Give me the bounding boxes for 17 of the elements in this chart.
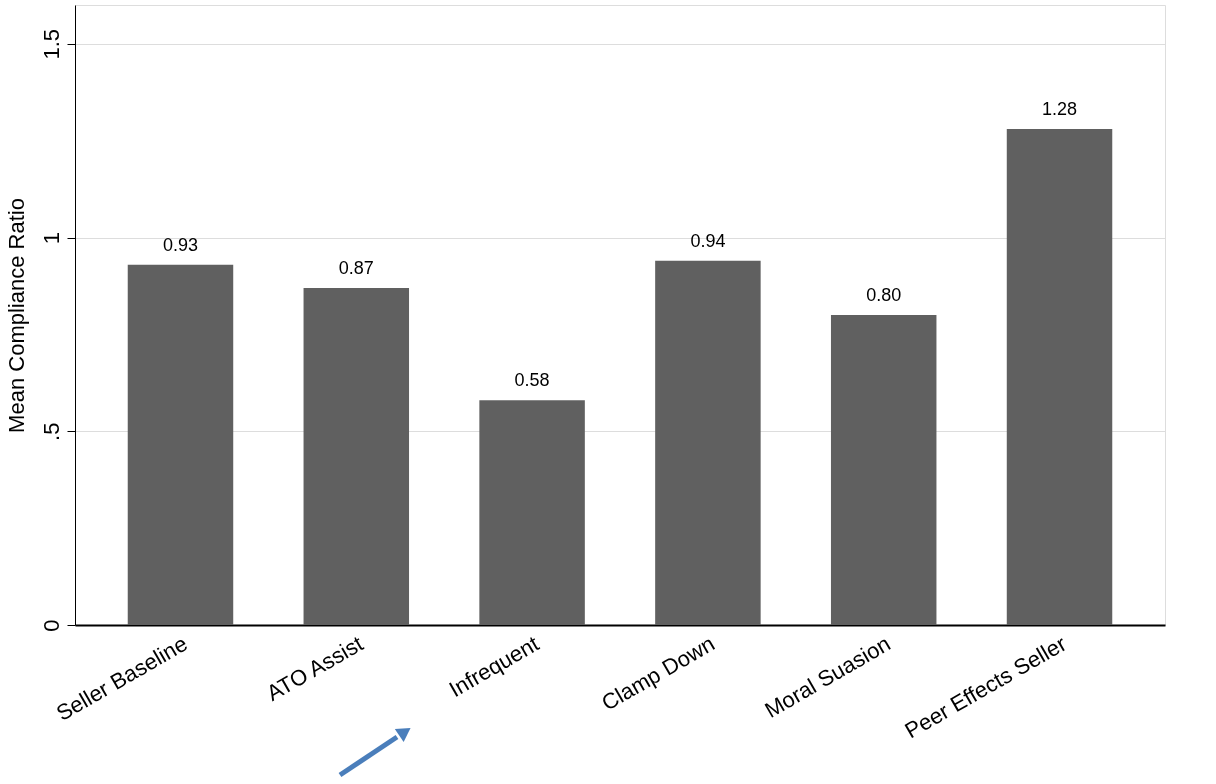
bar xyxy=(303,287,410,625)
bar xyxy=(830,315,937,625)
bar xyxy=(479,400,585,625)
bar xyxy=(655,260,761,625)
data-label: 0.93 xyxy=(162,234,199,255)
bar xyxy=(127,264,234,625)
y-tick-label: .5 xyxy=(38,422,64,441)
y-tick-label: 0 xyxy=(38,619,64,632)
data-label: 1.28 xyxy=(1041,99,1078,119)
data-label: 0.58 xyxy=(514,370,550,391)
y-tick-label: 1 xyxy=(38,231,64,245)
y-tick-label: 1.5 xyxy=(38,28,64,60)
data-label: 0.94 xyxy=(690,230,726,251)
bar xyxy=(1006,129,1113,625)
data-label: 0.87 xyxy=(338,257,374,278)
data-label: 0.80 xyxy=(866,285,902,305)
y-axis-title: Mean Compliance Ratio xyxy=(3,198,29,433)
